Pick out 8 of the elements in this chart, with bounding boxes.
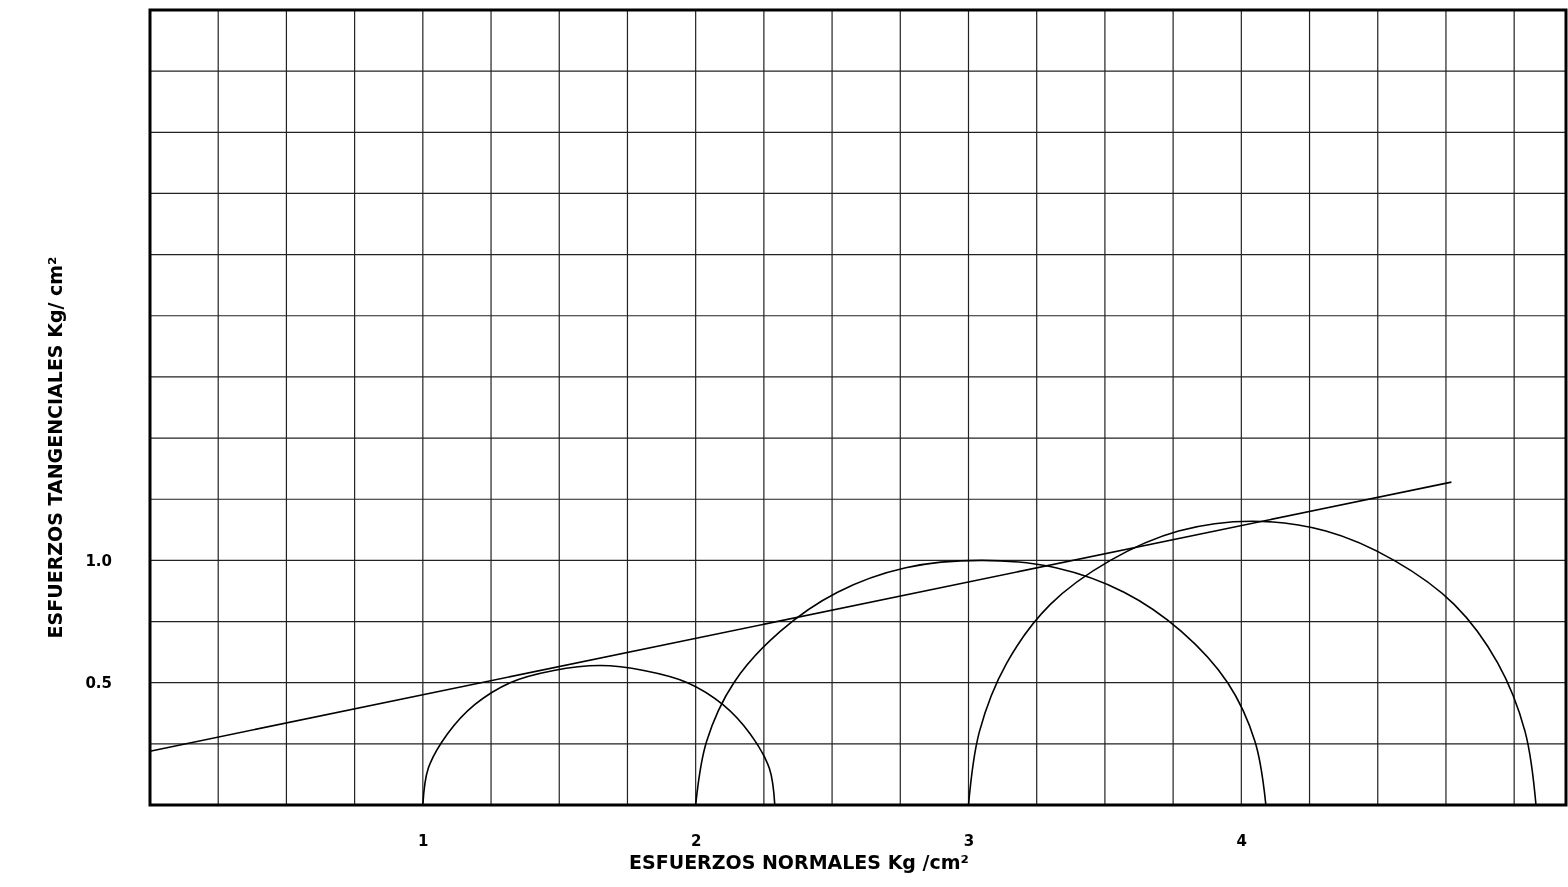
y-axis-title: ESFUERZOS TANGENCIALES Kg/ cm² <box>44 256 66 639</box>
x-tick-label: 4 <box>1236 831 1248 850</box>
y-tick-label: 1.0 <box>85 551 112 570</box>
x-tick-label: 1 <box>418 831 429 850</box>
y-tick-label: 0.5 <box>85 673 112 692</box>
x-tick-label: 2 <box>690 831 702 850</box>
x-axis-title: ESFUERZOS NORMALES Kg /cm² <box>629 851 969 873</box>
x-tick-label: 3 <box>963 831 975 850</box>
